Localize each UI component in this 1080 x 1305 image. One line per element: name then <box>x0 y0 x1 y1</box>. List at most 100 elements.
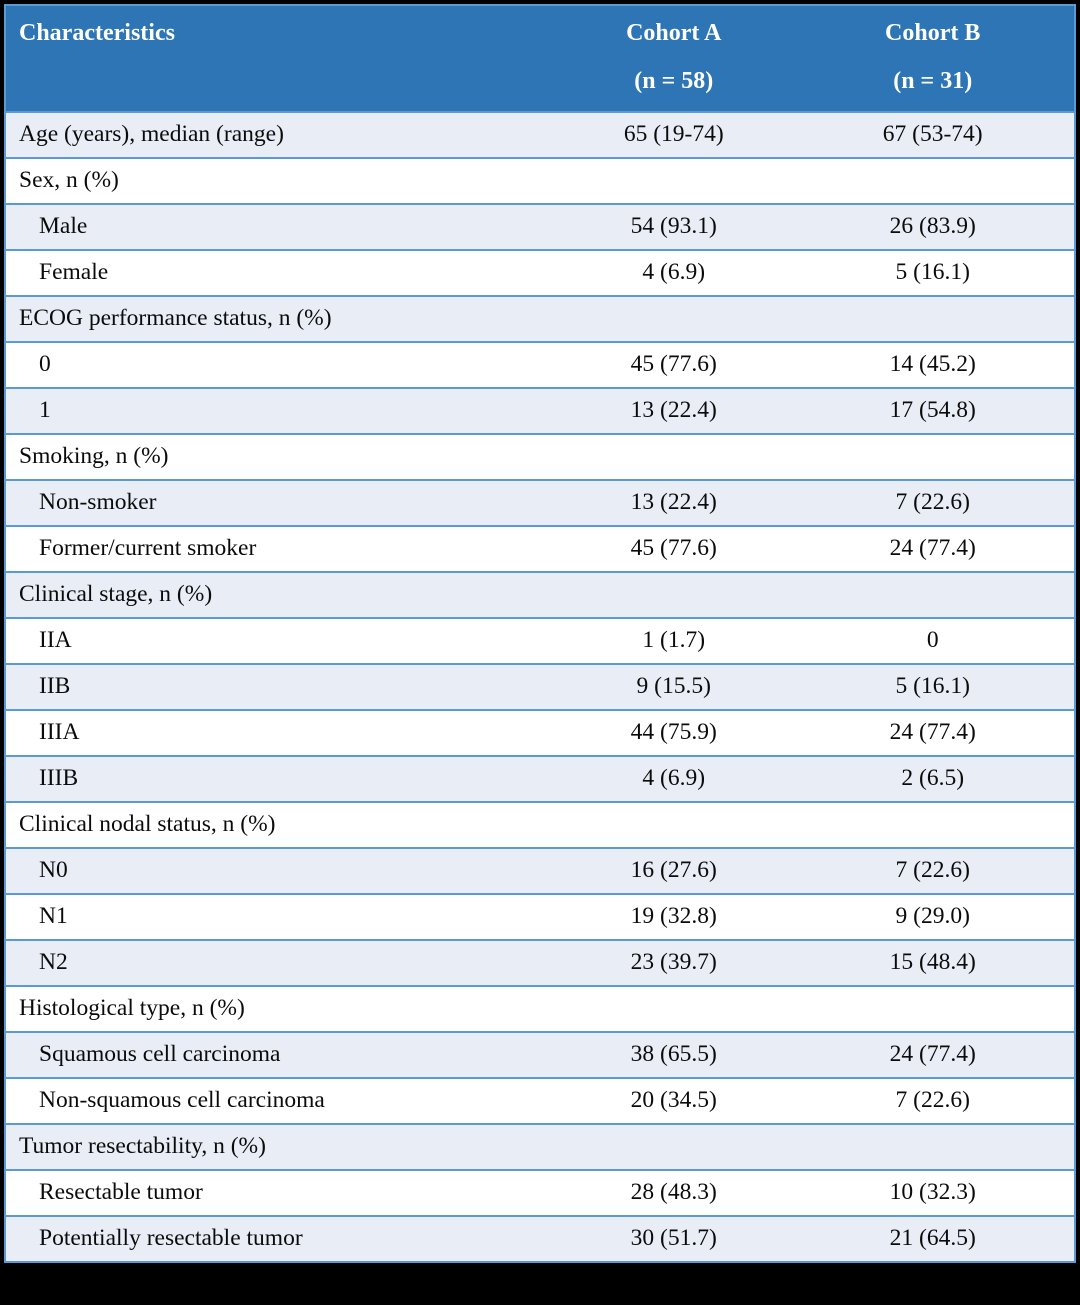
table-row: Sex, n (%) <box>5 157 1075 205</box>
cohort-a-value <box>556 1123 792 1171</box>
table-body: Age (years), median (range) 65 (19-74) 67 … <box>5 111 1075 1263</box>
cohort-b-value: 15 (48.4) <box>791 939 1075 987</box>
cohort-a-value: 1 (1.7) <box>556 617 792 665</box>
row-label-sub: IIA <box>5 617 557 665</box>
header-cohort-b-n: (n = 31) <box>893 68 973 94</box>
table-row: IIA 1 (1.7) 0 <box>5 617 1075 665</box>
row-label-sub: Resectable tumor <box>5 1169 557 1217</box>
cohort-a-value: 19 (32.8) <box>556 893 792 941</box>
cohort-b-value: 0 <box>791 617 1075 665</box>
cohort-b-value: 5 (16.1) <box>791 249 1075 297</box>
row-label-sub: N0 <box>5 847 557 895</box>
row-label-section: Age (years), median (range) <box>5 111 557 159</box>
cohort-b-value <box>791 571 1075 619</box>
row-label-sub: N2 <box>5 939 557 987</box>
row-label-sub: N1 <box>5 893 557 941</box>
cohort-a-value: 28 (48.3) <box>556 1169 792 1217</box>
table-row: N2 23 (39.7) 15 (48.4) <box>5 939 1075 987</box>
cohort-b-value <box>791 801 1075 849</box>
cohort-a-value: 65 (19-74) <box>556 111 792 159</box>
cohort-b-value: 7 (22.6) <box>791 479 1075 527</box>
row-label-sub: Female <box>5 249 557 297</box>
header-characteristics: Characteristics <box>5 4 557 113</box>
cohort-a-value: 54 (93.1) <box>556 203 792 251</box>
cohort-a-value <box>556 433 792 481</box>
header-cohort-a-n: (n = 58) <box>634 68 714 94</box>
cohort-a-value <box>556 571 792 619</box>
cohort-a-value: 9 (15.5) <box>556 663 792 711</box>
cohort-b-value: 7 (22.6) <box>791 847 1075 895</box>
table-row: ECOG performance status, n (%) <box>5 295 1075 343</box>
header-cohort-b: Cohort B (n = 31) <box>791 4 1075 113</box>
cohort-a-value <box>556 157 792 205</box>
cohort-b-value: 7 (22.6) <box>791 1077 1075 1125</box>
cohort-a-value: 44 (75.9) <box>556 709 792 757</box>
row-label-sub: Non-smoker <box>5 479 557 527</box>
table-row: Non-smoker 13 (22.4) 7 (22.6) <box>5 479 1075 527</box>
row-label-section: Clinical nodal status, n (%) <box>5 801 557 849</box>
table-row: Tumor resectability, n (%) <box>5 1123 1075 1171</box>
cohort-b-value: 24 (77.4) <box>791 525 1075 573</box>
cohort-a-value: 4 (6.9) <box>556 249 792 297</box>
table-row: IIIA 44 (75.9) 24 (77.4) <box>5 709 1075 757</box>
row-label-sub: Former/current smoker <box>5 525 557 573</box>
table-row: Clinical stage, n (%) <box>5 571 1075 619</box>
cohort-a-value: 23 (39.7) <box>556 939 792 987</box>
cohort-a-value: 20 (34.5) <box>556 1077 792 1125</box>
header-characteristics-label: Characteristics <box>19 20 175 46</box>
cohort-b-value: 14 (45.2) <box>791 341 1075 389</box>
table-row: Potentially resectable tumor 30 (51.7) 21 … <box>5 1215 1075 1263</box>
table-row: Resectable tumor 28 (48.3) 10 (32.3) <box>5 1169 1075 1217</box>
cohort-a-value: 45 (77.6) <box>556 341 792 389</box>
row-label-section: Tumor resectability, n (%) <box>5 1123 557 1171</box>
table-header: Characteristics Cohort A (n = 58) Cohort… <box>5 4 1075 113</box>
header-cohort-b-title: Cohort B <box>885 20 981 46</box>
table-row: 1 13 (22.4) 17 (54.8) <box>5 387 1075 435</box>
cohort-b-value: 67 (53-74) <box>791 111 1075 159</box>
table-row: Squamous cell carcinoma 38 (65.5) 24 (77.4… <box>5 1031 1075 1079</box>
cohort-b-value <box>791 295 1075 343</box>
cohort-b-value: 24 (77.4) <box>791 1031 1075 1079</box>
cohort-a-value: 38 (65.5) <box>556 1031 792 1079</box>
cohort-b-value <box>791 985 1075 1033</box>
header-cohort-a-title: Cohort A <box>626 20 722 46</box>
header-row: Characteristics Cohort A (n = 58) Cohort… <box>5 4 1075 113</box>
row-label-sub: Squamous cell carcinoma <box>5 1031 557 1079</box>
cohort-b-value: 26 (83.9) <box>791 203 1075 251</box>
table-row: Non-squamous cell carcinoma 20 (34.5) 7 (2… <box>5 1077 1075 1125</box>
cohort-a-value: 16 (27.6) <box>556 847 792 895</box>
table-row: IIB 9 (15.5) 5 (16.1) <box>5 663 1075 711</box>
patient-characteristics-table: Characteristics Cohort A (n = 58) Cohort… <box>4 4 1076 1263</box>
cohort-b-value: 21 (64.5) <box>791 1215 1075 1263</box>
cohort-a-value: 4 (6.9) <box>556 755 792 803</box>
table-row: Male 54 (93.1) 26 (83.9) <box>5 203 1075 251</box>
row-label-sub: Male <box>5 203 557 251</box>
table-row: Clinical nodal status, n (%) <box>5 801 1075 849</box>
cohort-b-value: 24 (77.4) <box>791 709 1075 757</box>
header-cohort-a: Cohort A (n = 58) <box>556 4 792 113</box>
cohort-a-value <box>556 985 792 1033</box>
cohort-b-value: 2 (6.5) <box>791 755 1075 803</box>
table-row: Smoking, n (%) <box>5 433 1075 481</box>
row-label-sub: 1 <box>5 387 557 435</box>
row-label-sub: 0 <box>5 341 557 389</box>
row-label-sub: IIB <box>5 663 557 711</box>
table-row: N0 16 (27.6) 7 (22.6) <box>5 847 1075 895</box>
table-row: IIIB 4 (6.9) 2 (6.5) <box>5 755 1075 803</box>
cohort-a-value: 13 (22.4) <box>556 479 792 527</box>
table-row: 0 45 (77.6) 14 (45.2) <box>5 341 1075 389</box>
table-row: Former/current smoker 45 (77.6) 24 (77.4) <box>5 525 1075 573</box>
cohort-b-value <box>791 433 1075 481</box>
cohort-a-value: 30 (51.7) <box>556 1215 792 1263</box>
cohort-a-value: 45 (77.6) <box>556 525 792 573</box>
cohort-b-value <box>791 157 1075 205</box>
cohort-b-value: 5 (16.1) <box>791 663 1075 711</box>
cohort-b-value <box>791 1123 1075 1171</box>
row-label-section: Smoking, n (%) <box>5 433 557 481</box>
row-label-section: ECOG performance status, n (%) <box>5 295 557 343</box>
row-label-section: Histological type, n (%) <box>5 985 557 1033</box>
row-label-section: Clinical stage, n (%) <box>5 571 557 619</box>
table-row: Age (years), median (range) 65 (19-74) 67 … <box>5 111 1075 159</box>
table-row: Female 4 (6.9) 5 (16.1) <box>5 249 1075 297</box>
